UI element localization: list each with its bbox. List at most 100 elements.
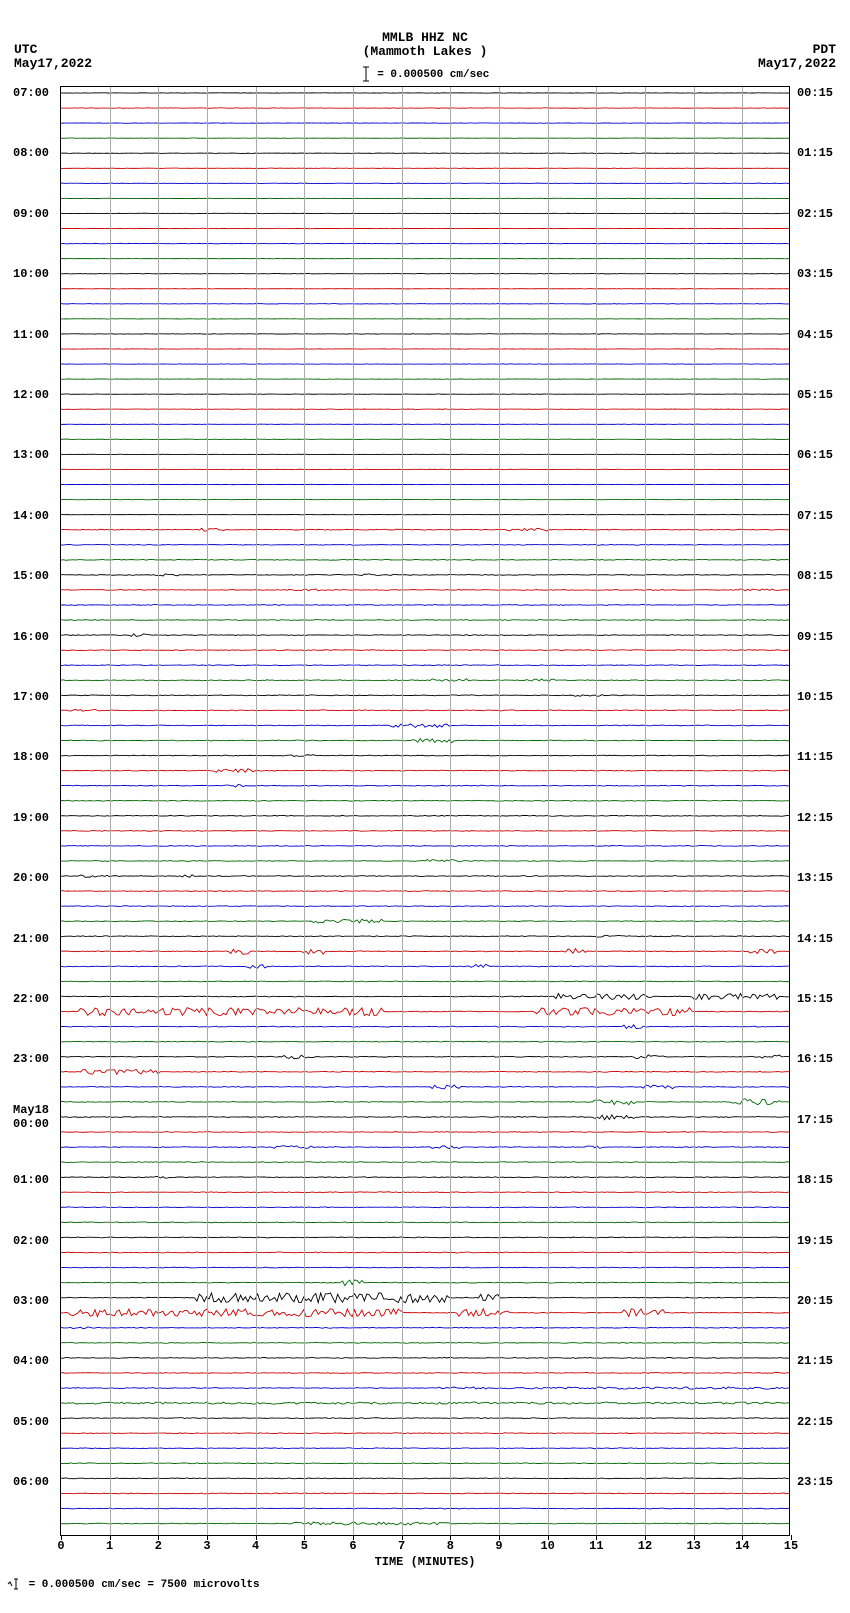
seismic-trace [61, 574, 789, 576]
seismic-trace [61, 1522, 789, 1525]
seismic-trace [61, 1357, 789, 1358]
footer-scale-text: = 0.000500 cm/sec = 7500 microvolts [29, 1579, 260, 1591]
gridline-vertical [450, 87, 451, 1535]
seismic-trace [61, 1207, 789, 1208]
seismic-trace [61, 949, 789, 955]
seismic-trace [61, 875, 789, 878]
time-label-utc: 03:00 [13, 1294, 49, 1308]
time-label-utc: 22:00 [13, 992, 49, 1006]
time-label-utc: 01:00 [13, 1173, 49, 1187]
seismic-trace [61, 964, 789, 968]
scale-bar-icon [6, 1577, 22, 1591]
time-label-local: 12:15 [797, 811, 833, 825]
time-label-utc: 10:00 [13, 267, 49, 281]
time-label-utc: 05:00 [13, 1415, 49, 1429]
time-label-local: 21:15 [797, 1354, 833, 1368]
seismic-trace [61, 830, 789, 831]
station-location: (Mammoth Lakes ) [0, 44, 850, 59]
seismic-trace [61, 1463, 789, 1464]
seismic-trace [61, 1132, 789, 1133]
time-label-local: 00:15 [797, 86, 833, 100]
seismic-trace [61, 994, 789, 1000]
seismic-trace [61, 634, 789, 637]
seismic-trace [61, 1115, 789, 1120]
seismic-trace [61, 589, 789, 591]
seismic-trace [61, 1478, 789, 1479]
seismic-trace [61, 679, 789, 682]
seismic-trace [61, 1309, 789, 1317]
seismogram-plot: TIME (MINUTES) 012345678910111213141507:… [60, 86, 790, 1536]
seismic-trace [61, 1069, 789, 1074]
time-label-utc: 04:00 [13, 1354, 49, 1368]
time-label-local: 17:15 [797, 1113, 833, 1127]
time-label-utc: 16:00 [13, 630, 49, 644]
gridline-vertical [402, 87, 403, 1535]
gridline-vertical [304, 87, 305, 1535]
timezone-right: PDT [813, 42, 836, 57]
seismic-trace [61, 1327, 789, 1329]
time-label-utc: 17:00 [13, 690, 49, 704]
seismic-trace [61, 769, 789, 773]
seismic-trace [61, 1146, 789, 1149]
gridline-vertical [548, 87, 549, 1535]
time-label-utc: 21:00 [13, 932, 49, 946]
seismic-trace [61, 1387, 789, 1389]
gridline-vertical [645, 87, 646, 1535]
time-label-local: 19:15 [797, 1234, 833, 1248]
seismic-trace [61, 1433, 789, 1434]
xtick-label: 10 [540, 1539, 554, 1553]
xtick-label: 6 [349, 1539, 356, 1553]
time-label-utc: 09:00 [13, 207, 49, 221]
time-label-utc: 07:00 [13, 86, 49, 100]
seismic-trace [61, 919, 789, 923]
seismic-trace [61, 1293, 789, 1303]
time-label-utc: 06:00 [13, 1475, 49, 1489]
timezone-left: UTC [14, 42, 37, 57]
time-label-local: 16:15 [797, 1052, 833, 1066]
xtick-label: 2 [155, 1539, 162, 1553]
seismic-trace [61, 906, 789, 907]
time-label-local: 09:15 [797, 630, 833, 644]
time-label-utc: 14:00 [13, 509, 49, 523]
seismic-trace [61, 1222, 789, 1223]
seismic-trace [61, 559, 789, 560]
x-axis-label: TIME (MINUTES) [61, 1555, 789, 1569]
xtick-label: 11 [589, 1539, 603, 1553]
seismic-trace [61, 665, 789, 666]
xtick-label: 13 [686, 1539, 700, 1553]
gridline-vertical [256, 87, 257, 1535]
time-label-local: 11:15 [797, 750, 833, 764]
time-label-local: 13:15 [797, 871, 833, 885]
xtick-label: 3 [203, 1539, 210, 1553]
seismic-trace [61, 815, 789, 816]
seismic-trace [61, 860, 789, 862]
seismic-trace [61, 650, 789, 651]
time-label-utc: 13:00 [13, 448, 49, 462]
seismic-trace [61, 528, 789, 531]
time-label-local: 14:15 [797, 932, 833, 946]
date-right: May17,2022 [758, 56, 836, 71]
time-label-local: 05:15 [797, 388, 833, 402]
seismic-trace [61, 620, 789, 621]
seismic-trace [61, 724, 789, 727]
seismic-trace [61, 695, 789, 697]
time-label-utc: 12:00 [13, 388, 49, 402]
seismic-trace [61, 845, 789, 846]
gridline-vertical [353, 87, 354, 1535]
xtick-label: 0 [57, 1539, 64, 1553]
seismic-trace [61, 1280, 789, 1286]
seismic-trace [61, 1176, 789, 1178]
seismic-trace [61, 755, 789, 757]
time-label-utc: 08:00 [13, 146, 49, 160]
xtick-label: 5 [301, 1539, 308, 1553]
time-label-local: 02:15 [797, 207, 833, 221]
time-label-local: 07:15 [797, 509, 833, 523]
gridline-vertical [207, 87, 208, 1535]
seismic-trace [61, 1055, 789, 1059]
time-label-utc: 00:00 [13, 1117, 49, 1131]
seismic-trace [61, 1448, 789, 1449]
time-label-utc: 18:00 [13, 750, 49, 764]
xtick-label: 14 [735, 1539, 749, 1553]
seismic-trace [61, 1372, 789, 1373]
gridline-vertical [110, 87, 111, 1535]
